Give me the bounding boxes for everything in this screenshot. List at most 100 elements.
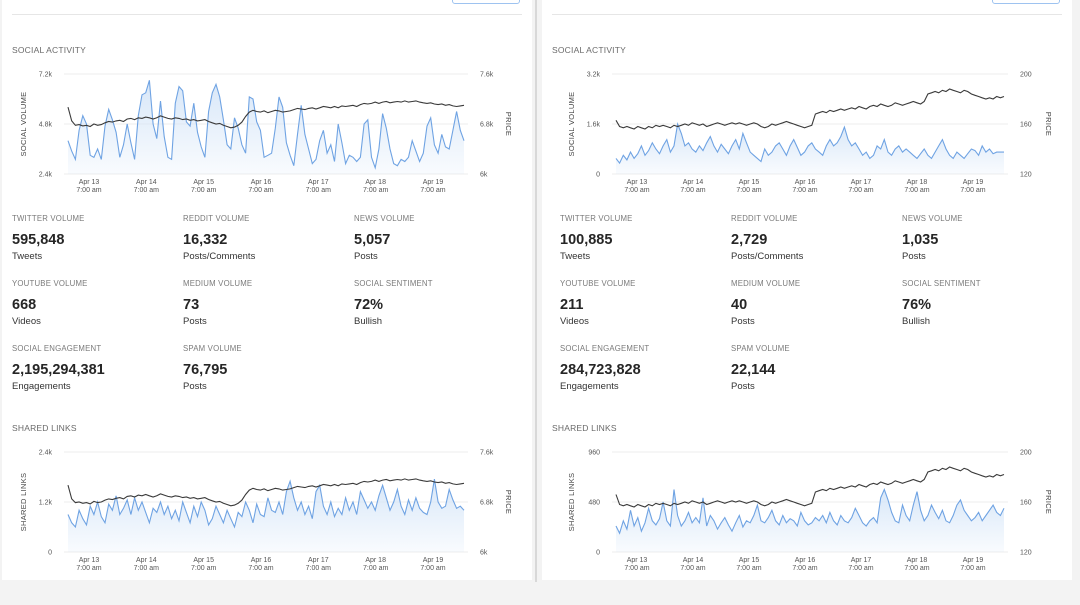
stat-value: 668 xyxy=(12,297,37,313)
stat-medium-volume: MEDIUM VOLUME 40 Posts xyxy=(731,279,901,327)
stat-medium-volume: MEDIUM VOLUME 73 Posts xyxy=(183,279,353,327)
volume-series-line xyxy=(615,488,1005,535)
y2-tick-label: 160 xyxy=(1020,122,1032,129)
stat-value: 40 xyxy=(731,297,748,313)
x-tick-label: 7:00 am xyxy=(848,187,873,194)
stat-value: 16,332 xyxy=(183,232,228,248)
stat-unit: Engagements xyxy=(560,381,619,392)
x-tick-label: 7:00 am xyxy=(904,187,929,194)
stat-label: REDDIT VOLUME xyxy=(731,214,798,223)
stat-label: SOCIAL ENGAGEMENT xyxy=(560,344,650,353)
stat-value: 72% xyxy=(354,297,384,313)
shared-links-chart: 0 1.2k 2.4k 6k 6.8k 7.6k SHARED LINKS PRICE Apr … xyxy=(2,440,532,575)
stat-value: 211 xyxy=(560,297,584,313)
y-tick-label: 3.2k xyxy=(587,72,601,79)
stat-value: 595,848 xyxy=(12,232,65,248)
y-tick-label: 0 xyxy=(596,172,600,179)
x-tick-label: 7:00 am xyxy=(76,187,101,194)
chart-svg: 0 1.2k 2.4k 6k 6.8k 7.6k SHARED LINKS PRICE Apr … xyxy=(19,450,513,573)
stat-label: SPAM VOLUME xyxy=(731,344,790,353)
volume-series-line xyxy=(615,121,1004,165)
x-tick-label: Apr 14 xyxy=(683,179,704,186)
stat-unit: Posts xyxy=(183,316,207,327)
stat-unit: Bullish xyxy=(902,316,930,327)
x-tick-label: Apr 18 xyxy=(907,557,928,564)
stat-label: MEDIUM VOLUME xyxy=(183,279,253,288)
section-title-shared-links: SHARED LINKS xyxy=(552,423,617,433)
stat-unit: Engagements xyxy=(12,381,71,392)
x-tick-label: 7:00 am xyxy=(736,187,761,194)
stat-social-sentiment: SOCIAL SENTIMENT 72% Bullish xyxy=(354,279,524,327)
stat-youtube-volume: YOUTUBE VOLUME 211 Videos xyxy=(560,279,730,327)
y2-tick-label: 7.6k xyxy=(480,450,494,457)
stat-label: NEWS VOLUME xyxy=(354,214,415,223)
stat-label: NEWS VOLUME xyxy=(902,214,963,223)
volume-area xyxy=(68,479,464,552)
x-tick-label: Apr 13 xyxy=(79,557,100,564)
divider xyxy=(12,14,522,15)
social-activity-chart: 0 1.6k 3.2k 120 160 200 SOCIAL VOLUME PRICE Apr … xyxy=(542,62,1072,197)
y-tick-label: 960 xyxy=(588,450,600,457)
x-tick-label: 7:00 am xyxy=(248,187,273,194)
stat-value: 2,729 xyxy=(731,232,768,248)
volume-area xyxy=(68,80,464,174)
x-tick-label: 7:00 am xyxy=(306,565,331,572)
x-tick-label: 7:00 am xyxy=(191,187,216,194)
volume-series-line xyxy=(67,479,465,529)
y-tick-label: 0 xyxy=(596,550,600,557)
y-axis-title: SOCIAL VOLUME xyxy=(567,92,576,157)
volume-series-line xyxy=(67,80,465,170)
divider xyxy=(552,14,1062,15)
stat-news-volume: NEWS VOLUME 5,057 Posts xyxy=(354,214,524,262)
stat-label: YOUTUBE VOLUME xyxy=(560,279,636,288)
stat-unit: Posts xyxy=(354,251,378,262)
asset-panel-right: SOCIAL ACTIVITY 0 1.6k 3.2k 120 160 200 SOCIAL… xyxy=(542,0,1072,580)
stat-value: 100,885 xyxy=(560,232,613,248)
x-tick-label: Apr 18 xyxy=(907,179,928,186)
stat-value: 76% xyxy=(902,297,932,313)
header-button[interactable] xyxy=(452,0,520,4)
stat-value: 22,144 xyxy=(731,362,776,378)
x-tick-label: 7:00 am xyxy=(306,187,331,194)
stat-label: TWITTER VOLUME xyxy=(12,214,85,223)
footer-strip xyxy=(0,582,1080,605)
stat-youtube-volume: YOUTUBE VOLUME 668 Videos xyxy=(12,279,182,327)
x-tick-label: 7:00 am xyxy=(76,565,101,572)
x-tick-label: 7:00 am xyxy=(624,187,649,194)
section-title-shared-links: SHARED LINKS xyxy=(12,423,77,433)
y2-tick-label: 6k xyxy=(480,550,488,557)
x-tick-label: 7:00 am xyxy=(792,187,817,194)
x-tick-label: 7:00 am xyxy=(420,565,445,572)
x-tick-label: 7:00 am xyxy=(960,187,985,194)
stat-unit: Posts xyxy=(731,381,755,392)
x-tick-label: 7:00 am xyxy=(191,565,216,572)
stat-unit: Posts xyxy=(183,381,207,392)
stat-label: MEDIUM VOLUME xyxy=(731,279,801,288)
stat-value: 1,035 xyxy=(902,232,939,248)
stat-twitter-volume: TWITTER VOLUME 100,885 Tweets xyxy=(560,214,730,262)
stat-reddit-volume: REDDIT VOLUME 2,729 Posts/Comments xyxy=(731,214,901,262)
x-tick-label: 7:00 am xyxy=(848,565,873,572)
x-tick-label: Apr 15 xyxy=(739,179,760,186)
y2-axis-title: PRICE xyxy=(504,490,513,514)
stat-news-volume: NEWS VOLUME 1,035 Posts xyxy=(902,214,1072,262)
header-button[interactable] xyxy=(992,0,1060,4)
x-tick-label: Apr 13 xyxy=(79,179,100,186)
y2-tick-label: 200 xyxy=(1020,450,1032,457)
price-series-line xyxy=(615,88,1005,130)
x-tick-label: Apr 15 xyxy=(193,557,214,564)
stat-unit: Posts xyxy=(902,251,926,262)
x-tick-label: Apr 14 xyxy=(683,557,704,564)
stat-value: 73 xyxy=(183,297,200,313)
stat-label: SOCIAL SENTIMENT xyxy=(354,279,433,288)
x-tick-label: 7:00 am xyxy=(680,187,705,194)
x-tick-label: Apr 16 xyxy=(795,557,816,564)
stat-unit: Bullish xyxy=(354,316,382,327)
stat-label: SOCIAL SENTIMENT xyxy=(902,279,981,288)
x-tick-label: Apr 18 xyxy=(365,557,386,564)
chart-svg: 2.4k 4.8k 7.2k 6k 6.8k 7.6k SOCIAL VOLUME PRICE… xyxy=(19,72,513,195)
y2-tick-label: 6k xyxy=(480,172,488,179)
x-tick-label: Apr 15 xyxy=(193,179,214,186)
stat-value: 2,195,294,381 xyxy=(12,362,105,378)
x-tick-label: Apr 19 xyxy=(963,179,984,186)
